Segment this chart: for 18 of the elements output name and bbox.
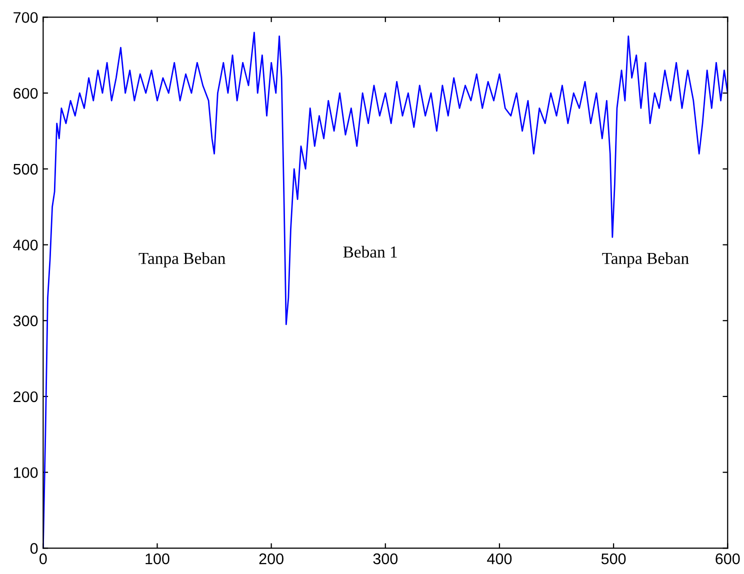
x-tick-label: 0 (40, 553, 47, 564)
annotation: Beban 1 (343, 246, 397, 258)
y-tick-label: 400 (13, 240, 38, 250)
x-tick-label: 300 (373, 553, 398, 564)
x-tick-label: 200 (259, 553, 284, 564)
x-tick-label: 100 (146, 553, 170, 564)
y-tick-label: 700 (14, 12, 38, 23)
y-tick-label: 300 (13, 315, 38, 326)
x-tick-label: 500 (601, 553, 626, 564)
y-tick-label: 600 (14, 88, 38, 99)
y-tick-label: 200 (14, 391, 38, 402)
annotation: Tanpa Beban (602, 252, 689, 268)
y-tick-label: 100 (14, 467, 38, 478)
x-tick-label: 400 (487, 553, 512, 564)
y-tick-label: 500 (13, 164, 38, 175)
x-tick-label: 600 (716, 553, 740, 564)
y-tick-label: 0 (30, 543, 38, 554)
annotation: Tanpa Beban (138, 252, 226, 268)
